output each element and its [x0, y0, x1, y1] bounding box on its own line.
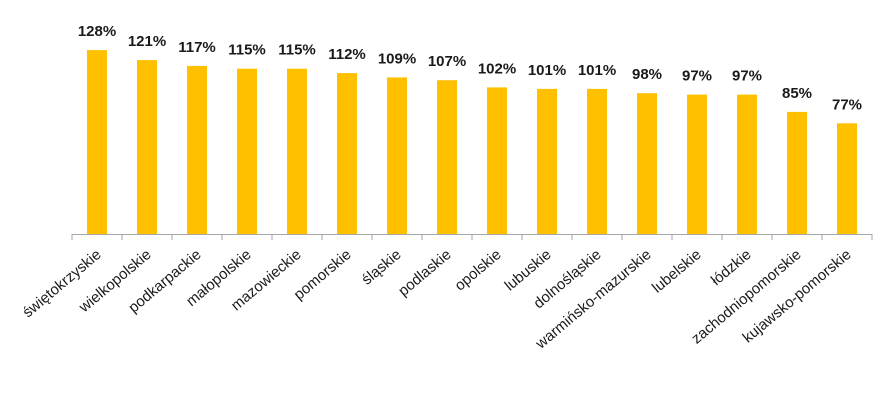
category-labels-layer: świętokrzyskiewielkopolskiepodkarpackiem…	[20, 246, 855, 353]
data-label: 128%	[78, 23, 116, 40]
x-tick-label: podlaskie	[395, 246, 454, 300]
data-label: 97%	[682, 68, 712, 85]
x-tick-label: śląskie	[359, 246, 405, 289]
bar	[137, 60, 157, 234]
data-label: 85%	[782, 85, 812, 102]
bar	[487, 87, 507, 235]
bar	[737, 94, 757, 234]
bar	[637, 93, 657, 234]
x-tick-label: łódzkie	[708, 246, 755, 289]
x-tick-label: opolskie	[451, 246, 504, 294]
bar	[587, 88, 607, 235]
bar	[187, 65, 207, 235]
data-label: 112%	[328, 46, 366, 63]
data-label: 115%	[278, 42, 316, 59]
data-label: 77%	[832, 96, 862, 113]
x-tick-label: lubelskie	[649, 246, 705, 297]
bar	[337, 73, 357, 234]
bar	[287, 68, 307, 234]
bar	[687, 94, 707, 234]
data-label: 109%	[378, 50, 416, 67]
bar	[437, 80, 457, 234]
data-label: 115%	[228, 42, 266, 59]
data-label: 121%	[128, 33, 166, 50]
data-label: 101%	[578, 62, 616, 79]
data-label: 98%	[632, 66, 662, 83]
bar	[837, 123, 857, 234]
bar	[87, 50, 107, 234]
bar	[387, 77, 407, 235]
bars-layer	[87, 50, 857, 235]
data-label: 117%	[178, 39, 216, 56]
bar	[237, 68, 257, 234]
data-label: 107%	[428, 53, 466, 70]
value-labels-layer: 128% 121% 117% 115% 115% 112% 109% 107% 102% 101%…	[78, 23, 862, 113]
x-axis	[71, 234, 873, 240]
data-label: 102%	[478, 60, 516, 77]
data-label: 101%	[528, 62, 566, 79]
data-label: 97%	[732, 68, 762, 85]
bar	[537, 88, 557, 235]
bar	[787, 111, 807, 234]
